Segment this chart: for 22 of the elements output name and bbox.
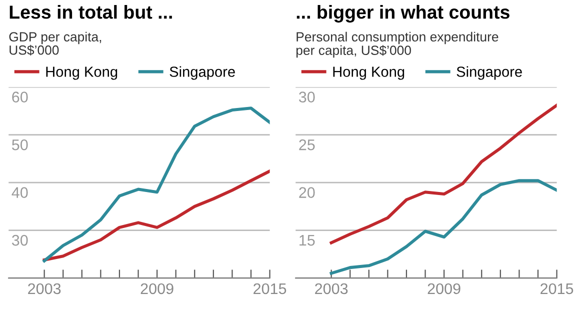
chart-subtitle: GDP per capita, US$’000 bbox=[9, 32, 102, 56]
x-tick-label: 2015 bbox=[254, 283, 286, 294]
x-tick-label: 2009 bbox=[140, 283, 174, 294]
x-tick-label: 2003 bbox=[315, 283, 348, 294]
x-tick-label: 2003 bbox=[28, 283, 61, 294]
x-tick-label: 2009 bbox=[428, 283, 460, 294]
x-tick-label: 2015 bbox=[540, 283, 574, 294]
chart-title: Less in total but ... bbox=[10, 5, 172, 19]
y-tick-label: 20 bbox=[299, 187, 315, 198]
y-tick-label: 25 bbox=[299, 139, 315, 150]
legend-label: Hong Kong bbox=[46, 66, 118, 80]
y-tick-label: 50 bbox=[12, 139, 28, 150]
y-tick-label: 30 bbox=[12, 234, 28, 246]
chart-title: ... bigger in what counts bbox=[296, 5, 510, 23]
legend-label: Hong Kong bbox=[333, 66, 404, 80]
legend-label: Singapore bbox=[456, 66, 522, 80]
y-tick-label: 30 bbox=[298, 92, 315, 102]
y-tick-label: 15 bbox=[300, 235, 315, 246]
legend-label: Singapore bbox=[170, 66, 235, 80]
y-tick-label: 60 bbox=[12, 92, 28, 102]
chart-subtitle: Personal consumption expenditure per capita, US$’000 bbox=[296, 32, 498, 58]
y-tick-label: 40 bbox=[12, 187, 28, 198]
